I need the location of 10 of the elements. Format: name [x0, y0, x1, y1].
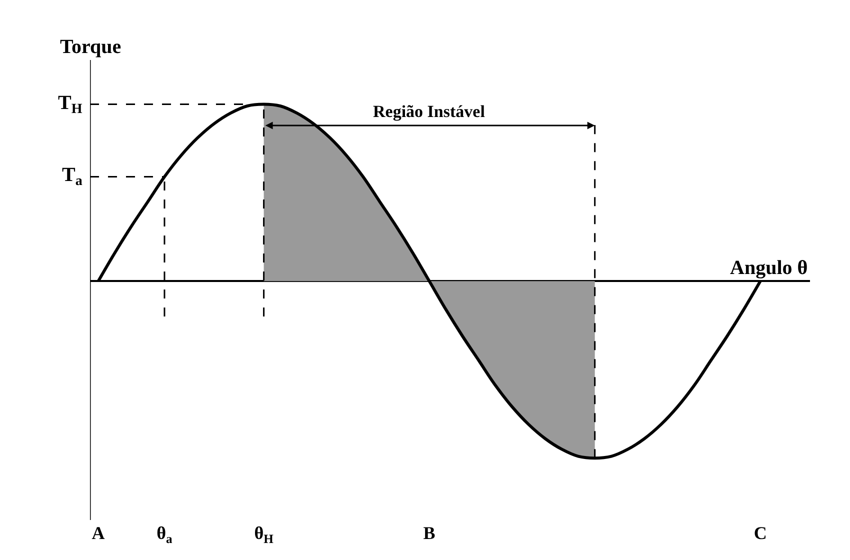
x-tick-label: A	[92, 523, 105, 543]
ref-line-label: T$_{H}$	[58, 92, 82, 118]
x-axis-title: Angulo θ	[730, 257, 808, 279]
y-axis-title: Torque	[60, 36, 122, 58]
x-tick-label: C	[754, 523, 767, 543]
x-tick-label: θ$_{a}$	[156, 523, 174, 546]
x-tick-label: B	[423, 523, 436, 543]
x-tick-label: θ$_{H}$	[254, 523, 274, 546]
annotation: Região Instável	[373, 102, 486, 121]
ref-line-label: T$_{a}$	[62, 164, 82, 190]
